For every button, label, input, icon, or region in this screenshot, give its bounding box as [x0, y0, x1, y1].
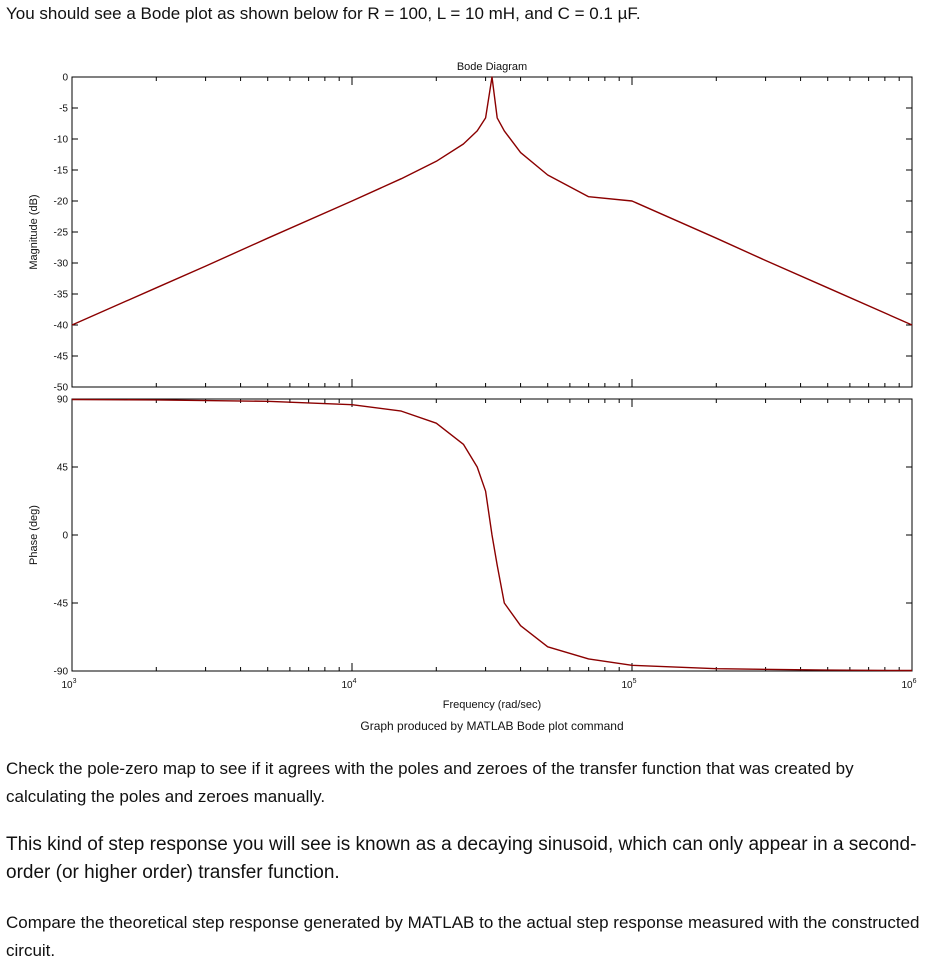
x-tick-label: 106 [901, 678, 916, 691]
phase-ytick-label: -90 [54, 667, 69, 678]
phase-ytick-label: 45 [57, 463, 69, 474]
phase-panel: 90 45 0 -45 -90 Phase (deg) [28, 395, 913, 678]
bode-plot: Bode Diagram 0 -5 -10 -15 -20 -25 -30 -35 -40 -45… [28, 61, 917, 733]
phase-ytick-label: -45 [54, 599, 69, 610]
x-tick-label: 105 [621, 678, 636, 691]
x-axis-ticks: 103 104 105 106 [61, 678, 916, 691]
magnitude-ytick-label: -30 [54, 259, 69, 270]
magnitude-ytick-label: 0 [62, 73, 68, 84]
magnitude-ytick-label: -50 [54, 383, 69, 394]
chart-title: Bode Diagram [457, 61, 527, 73]
phase-ytick-label: 90 [57, 395, 69, 406]
phase-ytick-label: 0 [62, 531, 68, 542]
magnitude-ytick-label: -10 [54, 135, 69, 146]
magnitude-ytick-label: -35 [54, 290, 69, 301]
x-tick-label: 104 [341, 678, 356, 691]
x-axis-label: Frequency (rad/sec) [443, 699, 541, 711]
caption: Graph produced by MATLAB Bode plot comma… [360, 719, 623, 733]
magnitude-ylabel: Magnitude (dB) [28, 194, 40, 269]
magnitude-ytick-label: -20 [54, 197, 69, 208]
magnitude-ytick-label: -15 [54, 166, 69, 177]
magnitude-ytick-label: -25 [54, 228, 69, 239]
magnitude-ytick-label: -5 [59, 104, 68, 115]
x-tick-label: 103 [61, 678, 76, 691]
paragraph-step-response: Compare the theoretical step response ge… [6, 913, 920, 960]
magnitude-curve [71, 76, 913, 326]
magnitude-frame [71, 76, 913, 388]
magnitude-ytick-label: -45 [54, 352, 69, 363]
magnitude-panel: 0 -5 -10 -15 -20 -25 -30 -35 -40 -45 -50 Magnitude … [28, 73, 913, 394]
phase-ylabel: Phase (deg) [28, 505, 40, 565]
paragraph-pole-zero: Check the pole-zero map to see if it agr… [6, 759, 854, 806]
phase-curve [71, 398, 913, 672]
magnitude-ytick-label: -40 [54, 321, 69, 332]
intro-text: You should see a Bode plot as shown belo… [6, 4, 641, 23]
paragraph-decaying-sinusoid: This kind of step response you will see … [6, 834, 917, 883]
